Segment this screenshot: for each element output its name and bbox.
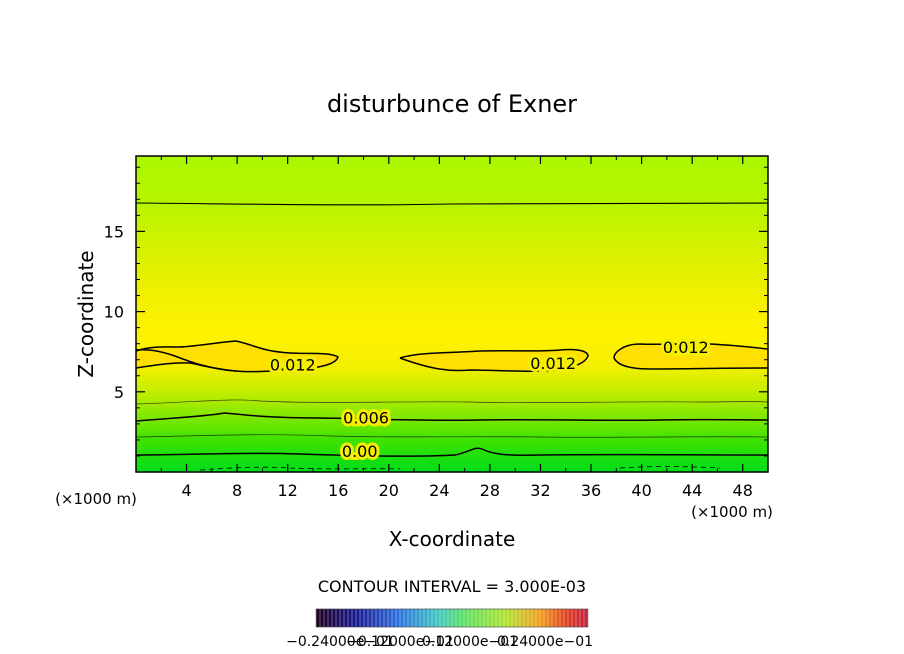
contour-line-000 xyxy=(136,447,768,457)
colorbar-labels: −0.24000e−01−0.12000e−010.12000e−010.240… xyxy=(286,634,593,650)
y-tick-label: 10 xyxy=(104,303,124,322)
contour-label: 0.012 xyxy=(270,356,316,375)
contour-label: 0.012 xyxy=(530,354,576,373)
plot-area: 0.012 0.012 0.012 0.006 0.00 xyxy=(136,156,768,472)
y-axis: 5 10 15 xyxy=(104,166,768,457)
colorbar-label: 0.12000e−01 xyxy=(422,634,518,650)
contour-line-upper-faint xyxy=(136,399,768,405)
colorbar-swatch xyxy=(315,608,589,628)
contour-line-dashed xyxy=(199,466,721,471)
colorbar-label: −0.12000e−01 xyxy=(346,634,454,650)
colorbar-label: −0.24000e−01 xyxy=(286,634,394,650)
max-region-2 xyxy=(400,349,588,372)
x-unit-left: (×1000 m) xyxy=(55,490,137,508)
contour-line-top xyxy=(136,202,768,206)
x-tick-label: 28 xyxy=(480,481,500,500)
x-tick-label: 36 xyxy=(581,481,601,500)
max-region-1 xyxy=(136,341,338,372)
x-tick-label: 12 xyxy=(278,481,298,500)
x-tick-label: 24 xyxy=(429,481,449,500)
colorbar-stripes xyxy=(315,609,589,627)
x-tick-label: 32 xyxy=(530,481,550,500)
x-axis: 4 8 12 16 20 24 28 32 36 40 44 48 xyxy=(160,156,753,500)
x-tick-label: 40 xyxy=(631,481,651,500)
contour-label: 0.00 xyxy=(342,442,378,461)
contour-line-006 xyxy=(136,412,768,422)
x-tick-label: 4 xyxy=(181,481,191,500)
contour-labels: 0.012 0.012 0.012 0.006 0.00 xyxy=(267,335,712,464)
colorbar: −0.24000e−01−0.12000e−010.12000e−010.240… xyxy=(286,608,593,650)
contour-label: 0.012 xyxy=(663,338,709,357)
y-axis-label: Z-coordinate xyxy=(74,250,98,377)
max-region-3 xyxy=(614,343,768,369)
y-tick-label: 15 xyxy=(104,222,124,241)
y-unit-right: (×1000 m) xyxy=(691,503,773,521)
y-tick-label: 5 xyxy=(114,383,124,402)
contour-interval-label: CONTOUR INTERVAL = 3.000E-03 xyxy=(318,577,586,596)
contour-line-lower-faint xyxy=(136,434,768,438)
x-tick-label: 48 xyxy=(733,481,753,500)
x-tick-label: 16 xyxy=(328,481,348,500)
x-tick-label: 8 xyxy=(232,481,242,500)
x-tick-label: 44 xyxy=(682,481,702,500)
plot-frame xyxy=(135,155,769,473)
contour-line-012-c xyxy=(613,342,768,370)
x-axis-label: X-coordinate xyxy=(389,527,516,551)
chart-title: disturbunce of Exner xyxy=(327,90,577,118)
x-tick-label: 20 xyxy=(379,481,399,500)
contour-line-012-b xyxy=(399,348,589,373)
colorbar-label: 0.24000e−01 xyxy=(497,634,593,650)
contour-label: 0.006 xyxy=(343,408,389,427)
contour-line-012-a2 xyxy=(136,349,237,372)
